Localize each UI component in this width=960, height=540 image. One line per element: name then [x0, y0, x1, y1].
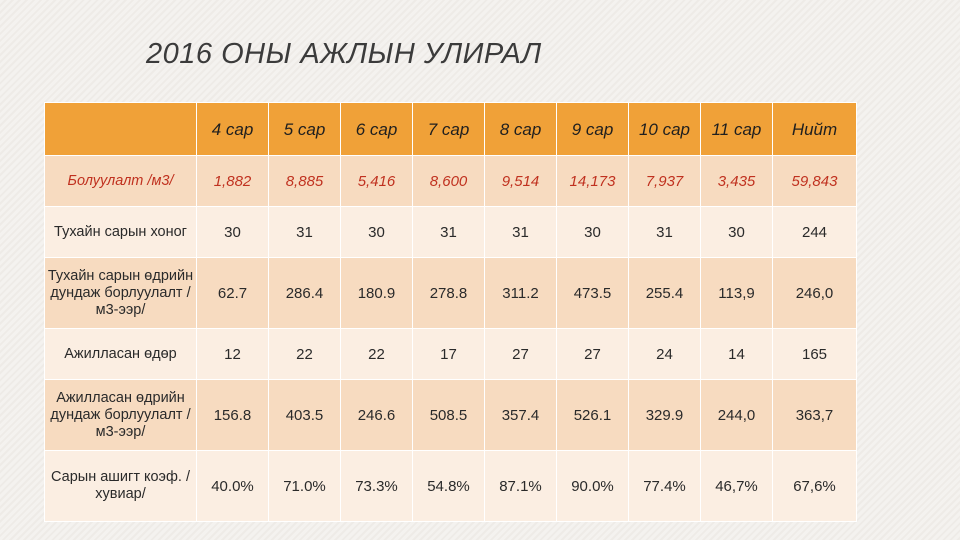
table-cell: 165	[772, 328, 857, 380]
table-cell: 30	[196, 206, 269, 258]
table-cell: 9,514	[484, 155, 557, 207]
table-cell: 12	[196, 328, 269, 380]
table-cell: 473.5	[556, 257, 629, 329]
header-cell	[44, 102, 197, 156]
table-cell: 246.6	[340, 379, 413, 451]
table-cell: 526.1	[556, 379, 629, 451]
table-cell: 14,173	[556, 155, 629, 207]
table-cell: 22	[340, 328, 413, 380]
table-cell: 90.0%	[556, 450, 629, 522]
table-cell: 73.3%	[340, 450, 413, 522]
table-cell: 156.8	[196, 379, 269, 451]
table-cell: 246,0	[772, 257, 857, 329]
row-label: Ажилласан өдрийн дундаж борлуулалт /м3-э…	[44, 379, 197, 451]
table-cell: 14	[700, 328, 773, 380]
row-label: Тухайн сарын хоног	[44, 206, 197, 258]
table-cell: 113,9	[700, 257, 773, 329]
header-cell: 8 сар	[484, 102, 557, 156]
table-cell: 77.4%	[628, 450, 701, 522]
table-cell: 30	[556, 206, 629, 258]
table-cell: 5,416	[340, 155, 413, 207]
row-label: Ажилласан өдөр	[44, 328, 197, 380]
table-row: Тухайн сарын өдрийн дундаж борлуулалт /м…	[44, 257, 857, 329]
table-cell: 31	[484, 206, 557, 258]
table-cell: 8,600	[412, 155, 485, 207]
table-cell: 31	[628, 206, 701, 258]
table-cell: 357.4	[484, 379, 557, 451]
row-label: Болуулалт /м3/	[44, 155, 197, 207]
table-row: Ажилласан өдрийн дундаж борлуулалт /м3-э…	[44, 379, 857, 451]
table-cell: 30	[700, 206, 773, 258]
table-cell: 180.9	[340, 257, 413, 329]
header-cell: 4 сар	[196, 102, 269, 156]
table-cell: 286.4	[268, 257, 341, 329]
header-cell: Нийт	[772, 102, 857, 156]
header-cell: 6 сар	[340, 102, 413, 156]
table-cell: 31	[412, 206, 485, 258]
table-cell: 7,937	[628, 155, 701, 207]
header-cell: 11 сар	[700, 102, 773, 156]
header-cell: 7 сар	[412, 102, 485, 156]
table-cell: 40.0%	[196, 450, 269, 522]
table-row: Сарын ашигт коэф. /хувиар/ 40.0% 71.0% 7…	[44, 450, 857, 522]
table-cell: 22	[268, 328, 341, 380]
season-table: 4 сар 5 сар 6 сар 7 сар 8 сар 9 сар 10 с…	[44, 102, 857, 522]
table-cell: 244	[772, 206, 857, 258]
table-cell: 17	[412, 328, 485, 380]
table-cell: 46,7%	[700, 450, 773, 522]
table-cell: 311.2	[484, 257, 557, 329]
table-cell: 59,843	[772, 155, 857, 207]
table-cell: 403.5	[268, 379, 341, 451]
table-cell: 255.4	[628, 257, 701, 329]
table-cell: 27	[484, 328, 557, 380]
table-row: Ажилласан өдөр 12 22 22 17 27 27 24 14 1…	[44, 328, 857, 380]
table-row: Болуулалт /м3/ 1,882 8,885 5,416 8,600 9…	[44, 155, 857, 207]
row-label: Тухайн сарын өдрийн дундаж борлуулалт /м…	[44, 257, 197, 329]
header-cell: 5 сар	[268, 102, 341, 156]
table-cell: 278.8	[412, 257, 485, 329]
table-cell: 363,7	[772, 379, 857, 451]
table-cell: 329.9	[628, 379, 701, 451]
row-label: Сарын ашигт коэф. /хувиар/	[44, 450, 197, 522]
header-cell: 10 сар	[628, 102, 701, 156]
table-cell: 27	[556, 328, 629, 380]
table-cell: 24	[628, 328, 701, 380]
table-cell: 244,0	[700, 379, 773, 451]
table-cell: 508.5	[412, 379, 485, 451]
table-cell: 87.1%	[484, 450, 557, 522]
table-row: Тухайн сарын хоног 30 31 30 31 31 30 31 …	[44, 206, 857, 258]
table-cell: 31	[268, 206, 341, 258]
table-cell: 67,6%	[772, 450, 857, 522]
table-cell: 30	[340, 206, 413, 258]
table-cell: 62.7	[196, 257, 269, 329]
table-cell: 8,885	[268, 155, 341, 207]
table-header-row: 4 сар 5 сар 6 сар 7 сар 8 сар 9 сар 10 с…	[44, 102, 857, 156]
table-cell: 3,435	[700, 155, 773, 207]
table-cell: 71.0%	[268, 450, 341, 522]
slide-title: 2016 ОНЫ АЖЛЫН УЛИРАЛ	[146, 38, 542, 70]
table-cell: 54.8%	[412, 450, 485, 522]
header-cell: 9 сар	[556, 102, 629, 156]
table-cell: 1,882	[196, 155, 269, 207]
